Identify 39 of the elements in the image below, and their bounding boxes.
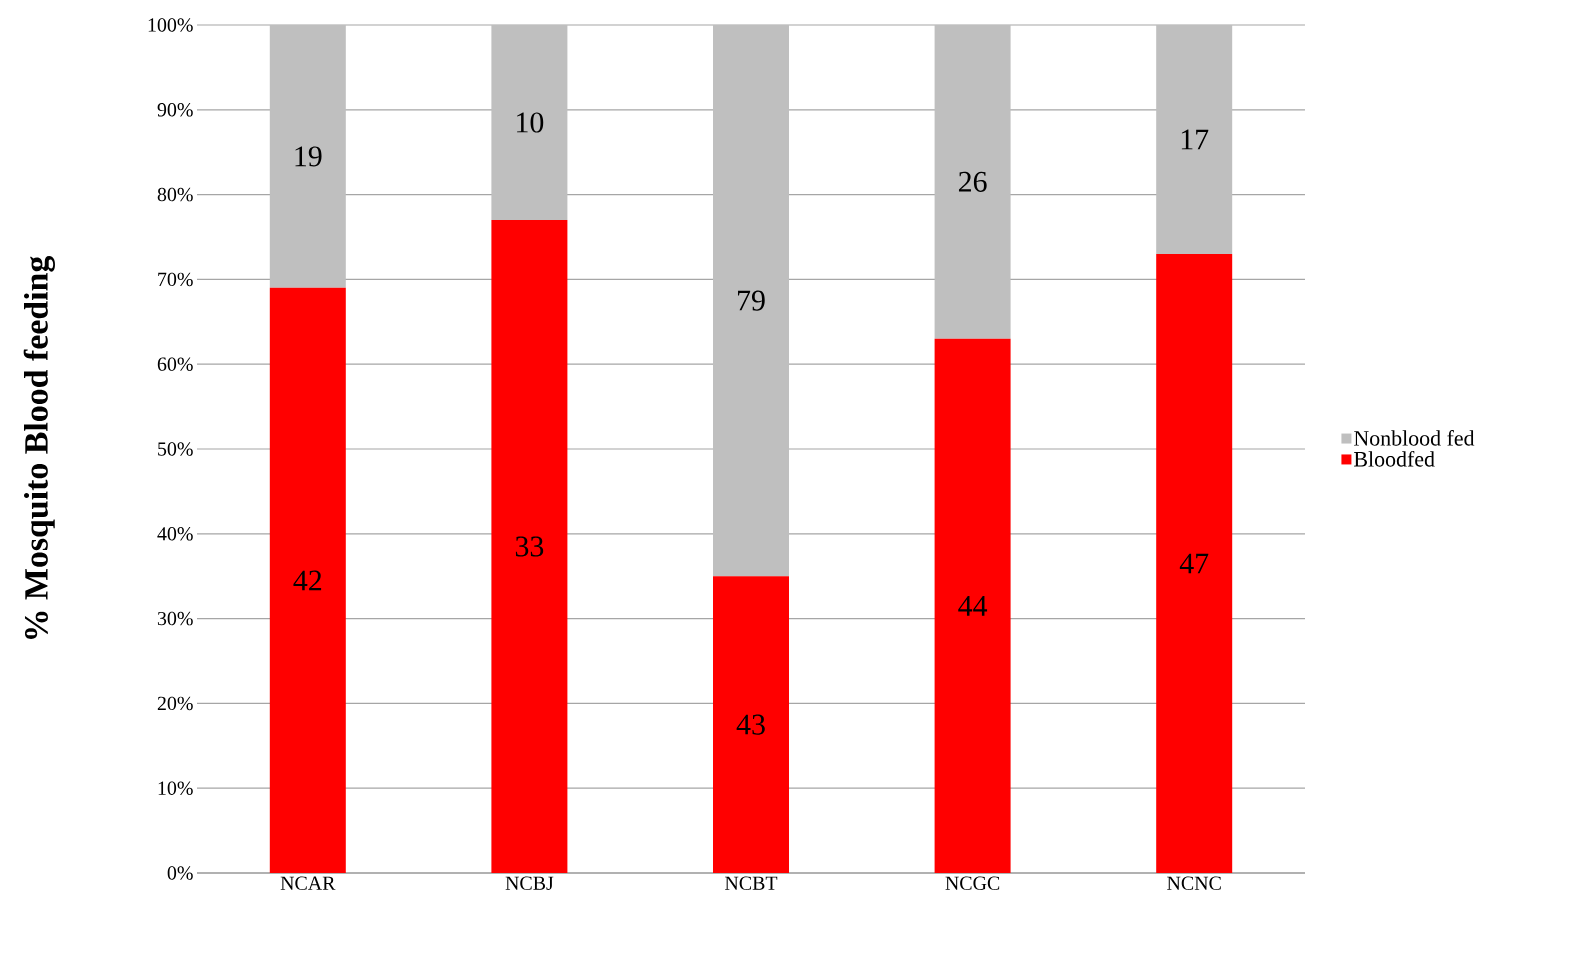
bar (1156, 253, 1233, 873)
y-tick-label: 100% (148, 18, 193, 32)
annotation: 26 (958, 171, 987, 192)
annotation: 47 (1179, 553, 1209, 574)
annotation: 42 (293, 570, 322, 591)
annotation: 33 (515, 536, 544, 557)
y-tick-label: 10% (158, 781, 193, 795)
x-tick-label: NCGC (945, 876, 1000, 890)
legend-label: Bloodfed (1354, 450, 1435, 467)
x-tick-label: NCNC (1167, 876, 1221, 890)
annotation: 44 (958, 596, 988, 616)
annotation: 79 (738, 290, 765, 311)
x-tick-label: NCBJ (505, 876, 554, 890)
y-tick-label: 0% (167, 866, 193, 880)
bar (491, 220, 568, 873)
x-tick-label: NCAR (280, 876, 336, 890)
y-tick-label: 90% (157, 103, 193, 117)
bar (491, 24, 568, 221)
y-axis-title: % Mosquito Blood feeding (23, 255, 55, 639)
annotation: 17 (1181, 129, 1209, 150)
bar (269, 24, 346, 288)
annotation: 43 (736, 714, 765, 735)
legend-label: Nonblood fed (1354, 430, 1475, 446)
annotation: 19 (295, 146, 322, 167)
y-tick-label: 50% (158, 442, 193, 456)
y-tick-label: 70% (158, 272, 193, 287)
x-tick-label: NCBT (725, 876, 778, 890)
y-tick-label: 60% (157, 357, 193, 371)
annotation: 10 (517, 112, 544, 133)
y-tick-label: 80% (157, 187, 193, 202)
y-tick-label: 30% (157, 611, 193, 626)
bar (713, 576, 789, 873)
bar (269, 287, 346, 873)
bar (1156, 24, 1233, 254)
bar (934, 24, 1011, 339)
y-tick-label: 40% (157, 527, 193, 541)
bar (934, 338, 1011, 873)
bar (713, 24, 789, 577)
y-tick-label: 20% (157, 696, 193, 711)
